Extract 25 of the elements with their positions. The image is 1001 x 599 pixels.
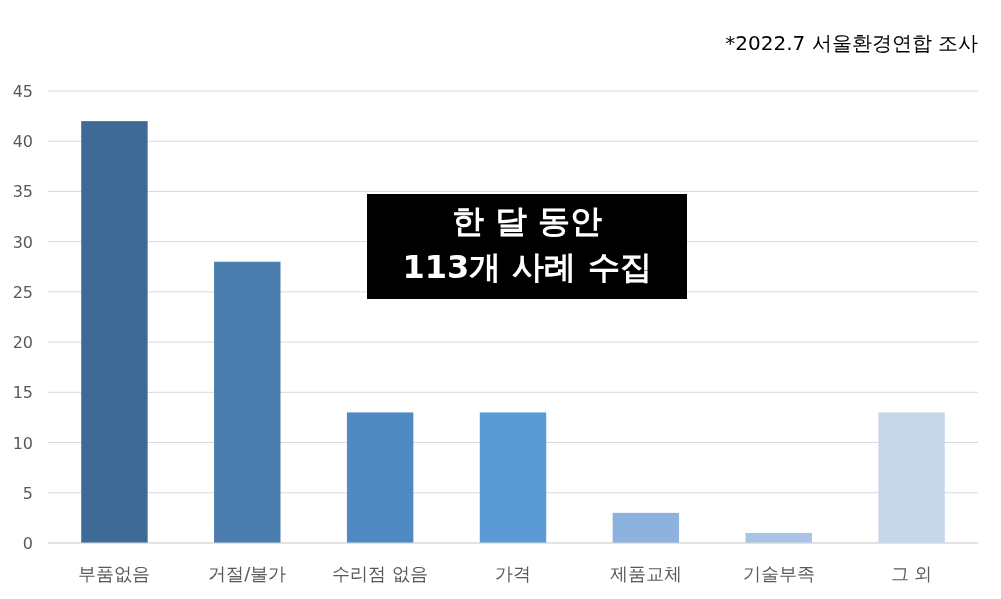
y-tick-label: 10 xyxy=(12,433,33,453)
y-tick-label: 20 xyxy=(12,333,33,353)
bar xyxy=(479,412,547,543)
x-tick-label: 거절/불가 xyxy=(208,563,287,584)
x-tick-label: 기술부족 xyxy=(742,563,815,584)
y-tick-label: 25 xyxy=(12,282,33,302)
x-tick-label: 그 외 xyxy=(890,563,933,584)
x-tick-label: 가격 xyxy=(495,563,531,584)
bar xyxy=(214,261,281,543)
y-tick-label: 0 xyxy=(22,534,33,553)
x-tick-label: 부품없음 xyxy=(78,563,151,584)
bar xyxy=(81,121,148,543)
y-tick-label: 35 xyxy=(12,182,33,202)
y-tick-label: 5 xyxy=(22,483,33,503)
bar xyxy=(878,412,945,543)
y-tick-label: 30 xyxy=(12,232,33,252)
bar xyxy=(346,412,414,543)
bar xyxy=(612,512,680,543)
x-tick-label: 제품교체 xyxy=(609,563,682,584)
y-tick-label: 15 xyxy=(12,383,33,403)
annotation: 한 달 동안 113개 사례 수집 xyxy=(402,202,652,286)
y-tick-label: 40 xyxy=(12,132,33,152)
y-tick-label: 45 xyxy=(12,82,33,101)
x-tick-label: 수리점 없음 xyxy=(332,563,429,584)
text: *2022.7 서울환경연합 조사 xyxy=(725,31,978,55)
